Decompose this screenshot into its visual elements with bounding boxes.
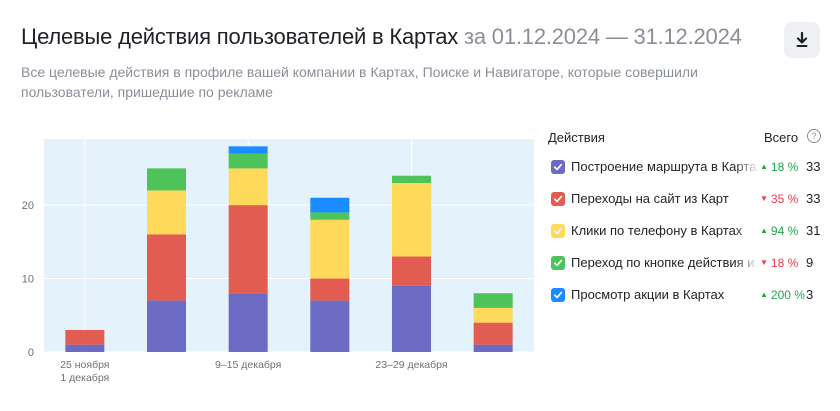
legend-checkbox[interactable] (551, 224, 565, 238)
legend-item-total: 33 (806, 191, 821, 206)
legend-item-change: ▲ 94 % (760, 224, 798, 238)
legend-item-change-value: 18 % (770, 256, 799, 270)
page-title: Целевые действия пользователей в Картах … (21, 24, 742, 50)
bar-segment (65, 329, 105, 345)
legend-item-total: 3 (806, 287, 814, 302)
bar-segment (392, 256, 431, 286)
y-tick-label: 20 (22, 200, 34, 212)
legend-item[interactable]: Построение маршрута в Картах ▲ 18 % 33 (548, 154, 828, 186)
legend-item-change: ▲ 200 % (760, 288, 805, 302)
legend-item-label: Построение маршрута в Картах (571, 159, 759, 174)
legend-item-change-value: 35 % (770, 192, 799, 206)
download-icon (796, 32, 808, 47)
legend-header: Действия Всего ? (548, 126, 828, 154)
check-icon (553, 259, 563, 267)
legend-item-change: ▲ 18 % (760, 160, 798, 174)
bar-segment (392, 285, 431, 352)
legend-item-label: Переход по кнопке действия из Карт (571, 255, 759, 270)
x-tick-label: 25 ноября (60, 359, 109, 371)
bar-segment (310, 278, 350, 301)
bar-segment (147, 300, 186, 352)
plot-background (44, 139, 534, 352)
legend-checkbox[interactable] (551, 160, 565, 174)
legend-item-change-value: 18 % (770, 160, 799, 174)
legend-col-actions: Действия (548, 130, 605, 145)
legend-item-change: ▼ 18 % (760, 256, 798, 270)
check-icon (553, 195, 563, 203)
legend-item-label: Переходы на сайт из Карт (571, 191, 759, 206)
legend-item[interactable]: Клики по телефону в Картах ▲ 94 % 31 (548, 218, 828, 250)
legend-item-label: Просмотр акции в Картах (571, 287, 759, 302)
legend-item-total: 31 (806, 223, 821, 238)
legend-item-change-value: 94 % (770, 224, 799, 238)
legend-item-label: Клики по телефону в Картах (571, 223, 759, 238)
legend-item-change-value: 200 % (770, 288, 805, 302)
trend-down-icon: ▼ (760, 258, 768, 267)
legend-checkbox[interactable] (551, 192, 565, 206)
trend-up-icon: ▲ (760, 226, 768, 235)
bar-segment (228, 293, 268, 352)
check-icon (553, 163, 563, 171)
bar-segment (310, 197, 350, 213)
bar-segment (473, 344, 513, 352)
legend-item-total: 9 (806, 255, 814, 270)
legend-col-total: Всего (764, 130, 799, 145)
bar-segment (228, 205, 268, 294)
bar-segment (228, 146, 268, 154)
trend-up-icon: ▲ (760, 162, 768, 171)
legend-checkbox[interactable] (551, 256, 565, 270)
legend-item-change: ▼ 35 % (760, 192, 798, 206)
legend-rows: Построение маршрута в Картах ▲ 18 % 33 Перех… (548, 154, 828, 314)
bar-segment (392, 183, 431, 257)
check-icon (553, 291, 563, 299)
title-period: за 01.12.2024 — 31.12.2024 (463, 24, 742, 49)
bar-segment (228, 168, 268, 206)
bar-segment (310, 300, 350, 352)
bar-segment (147, 234, 186, 301)
trend-down-icon: ▼ (760, 194, 768, 203)
download-button[interactable] (784, 22, 820, 58)
bar-segment (473, 293, 513, 308)
legend: Действия Всего ? Построение маршрута в К… (548, 126, 828, 314)
bar-segment (473, 307, 513, 323)
bar-segment (310, 219, 350, 279)
bar-segment (310, 212, 350, 220)
bar-segment (147, 190, 186, 235)
y-tick-label: 0 (28, 347, 34, 359)
x-tick-label: 1 декабря (60, 372, 109, 384)
legend-item[interactable]: Переход по кнопке действия из Карт▼18 % 9 (548, 250, 828, 282)
x-tick-label: 9–15 декабря (215, 359, 281, 371)
x-tick-label: 23–29 декабря (375, 359, 447, 371)
legend-item-total: 33 (806, 159, 821, 174)
bar-segment (392, 175, 431, 184)
legend-item[interactable]: Переходы на сайт из Карт ▼ 35 % 33 (548, 186, 828, 218)
title-text: Целевые действия пользователей в Картах (21, 24, 459, 49)
bar-segment (147, 168, 186, 191)
bar-segment (65, 344, 105, 352)
bar-segment (228, 153, 268, 169)
legend-checkbox[interactable] (551, 288, 565, 302)
page-subtitle: Все целевые действия в профиле вашей ком… (21, 64, 698, 100)
legend-item[interactable]: Просмотр акции в Картах ▲ 200 % 3 (548, 282, 828, 314)
check-icon (553, 227, 563, 235)
bar-segment (473, 322, 513, 345)
help-icon[interactable]: ? (807, 129, 821, 143)
trend-up-icon: ▲ (760, 290, 768, 299)
chart-area: 0 10 20 25 ноября 1 декабря 9–15 декабря 23–29… (0, 120, 540, 400)
y-tick-label: 10 (22, 274, 34, 286)
